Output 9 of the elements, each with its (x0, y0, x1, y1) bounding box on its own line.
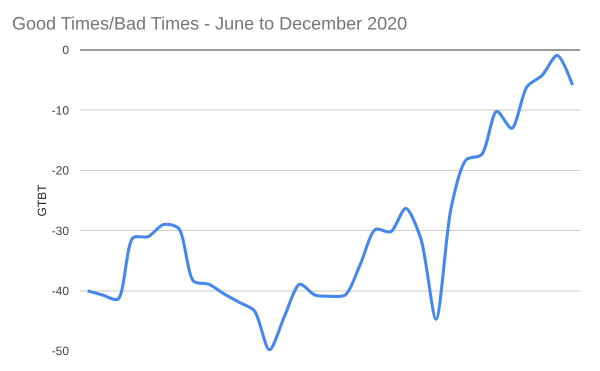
y-axis-title: GTBT (35, 184, 49, 216)
y-tick-label: -30 (52, 224, 70, 238)
y-tick-label: -50 (52, 344, 70, 358)
y-tick-label: -10 (52, 103, 70, 118)
chart-title: Good Times/Bad Times - June to December 2020 (12, 13, 408, 34)
y-tick-label: 0 (62, 43, 70, 58)
y-tick-label: -20 (52, 164, 70, 178)
y-tick-label: -40 (52, 284, 70, 298)
line-series (86, 54, 574, 351)
